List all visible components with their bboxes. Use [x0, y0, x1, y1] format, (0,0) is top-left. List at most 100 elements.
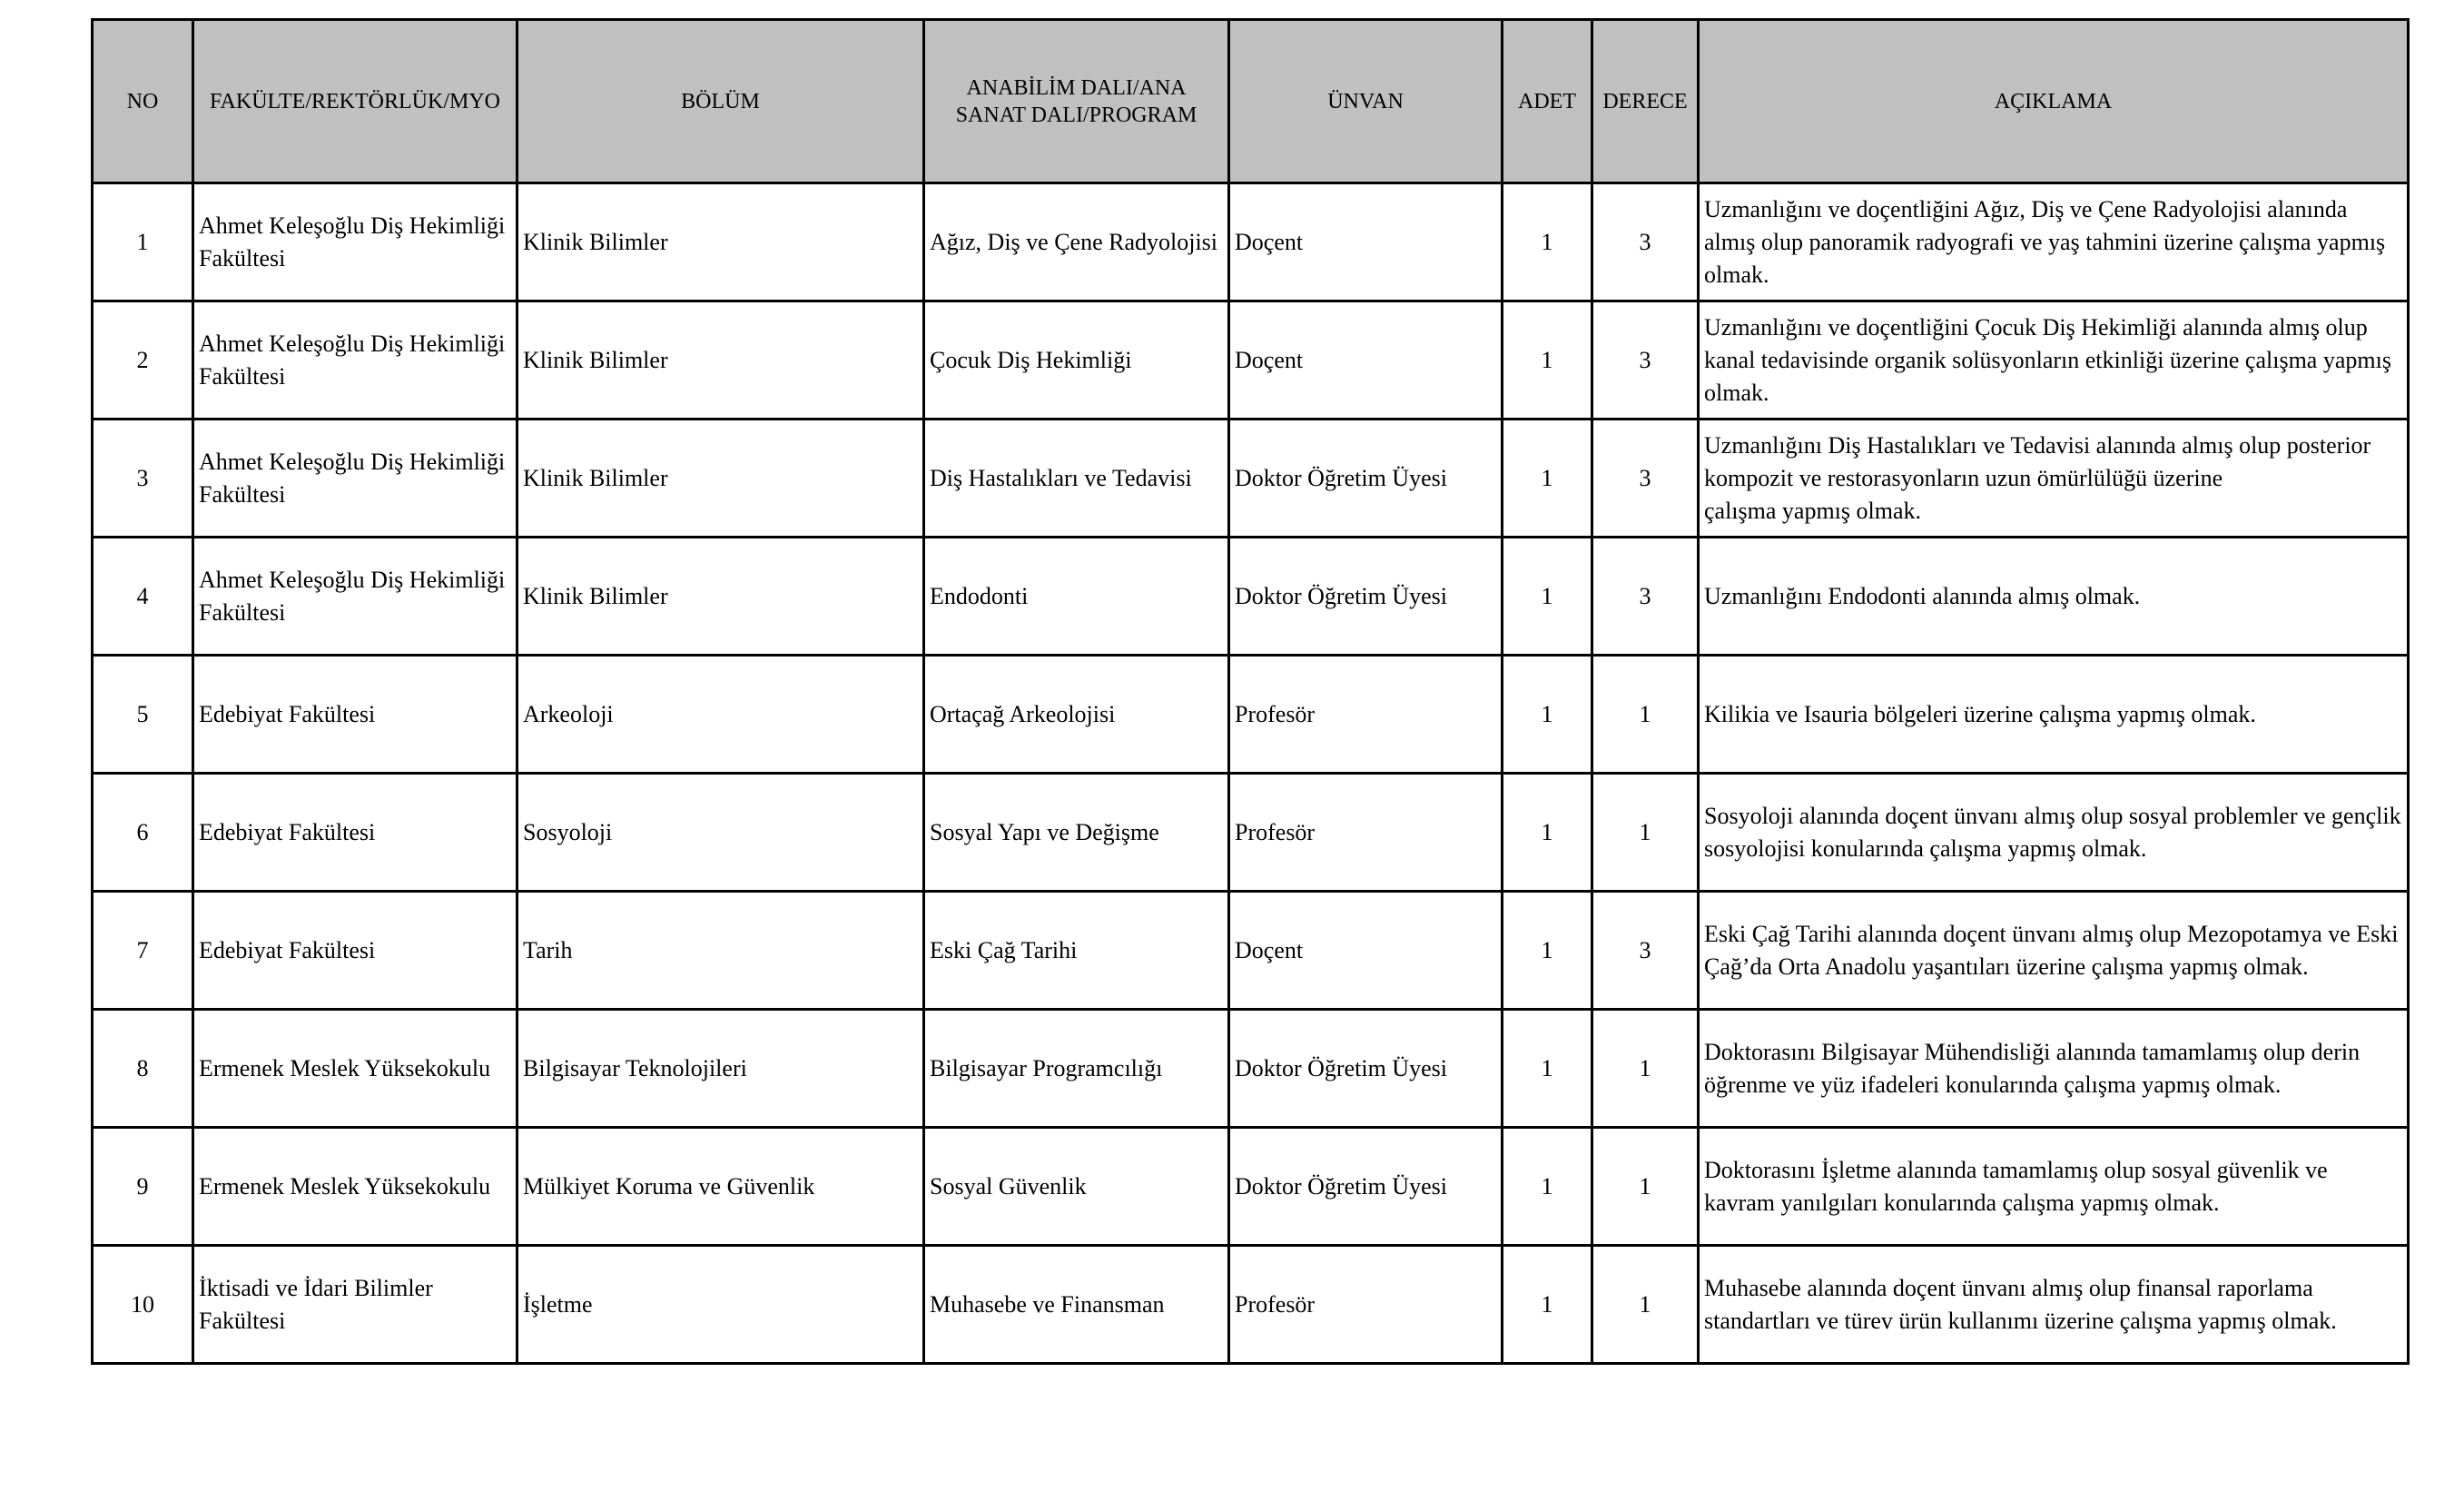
cell-faculty: İktisadi ve İdari Bilimler Fakültesi [192, 1244, 518, 1365]
cell-program: Ağız, Diş ve Çene Radyolojisi [922, 182, 1230, 302]
cell-program: Muhasebe ve Finansman [922, 1244, 1230, 1365]
table-row: 4 Ahmet Keleşoğlu Diş Hekimliği Fakültesi… [91, 536, 2410, 657]
cell-program: Çocuk Diş Hekimliği [922, 300, 1230, 420]
header-program: ANABİLİM DALI/ANA SANAT DALI/PROGRAM [922, 18, 1230, 184]
cell-no: 1 [91, 182, 194, 302]
cell-faculty: Edebiyat Fakültesi [192, 890, 518, 1011]
table-row: 5 Edebiyat Fakültesi Arkeoloji Ortaçağ Arke… [91, 654, 2410, 775]
cell-faculty: Ahmet Keleşoğlu Diş Hekimliği Fakültesi [192, 182, 518, 302]
cell-department: Sosyoloji [516, 772, 925, 893]
cell-department: Tarih [516, 890, 925, 1011]
table-row: 7 Edebiyat Fakültesi Tarih Eski Çağ Tarihi D… [91, 890, 2410, 1011]
cell-description: Uzmanlığını Diş Hastalıkları ve Tedavisi… [1697, 418, 2410, 538]
cell-count: 1 [1501, 1126, 1593, 1247]
cell-no: 6 [91, 772, 194, 893]
cell-department: Klinik Bilimler [516, 418, 925, 538]
table-row: 6 Edebiyat Fakültesi Sosyoloji Sosyal Yapı … [91, 772, 2410, 893]
cell-degree: 3 [1591, 536, 1700, 657]
table-row: 3 Ahmet Keleşoğlu Diş Hekimliği Fakültesi… [91, 418, 2410, 538]
cell-no: 4 [91, 536, 194, 657]
cell-title: Doktor Öğretim Üyesi [1227, 536, 1503, 657]
cell-description: Sosyoloji alanında doçent ünvanı almış o… [1697, 772, 2410, 893]
cell-department: Klinik Bilimler [516, 300, 925, 420]
cell-no: 8 [91, 1008, 194, 1129]
cell-title: Profesör [1227, 1244, 1503, 1365]
cell-degree: 1 [1591, 1126, 1700, 1247]
cell-degree: 3 [1591, 300, 1700, 420]
cell-no: 7 [91, 890, 194, 1011]
cell-title: Profesör [1227, 654, 1503, 775]
cell-degree: 1 [1591, 772, 1700, 893]
cell-faculty: Edebiyat Fakültesi [192, 772, 518, 893]
cell-program: Sosyal Yapı ve Değişme [922, 772, 1230, 893]
cell-title: Doçent [1227, 300, 1503, 420]
table-row: 2 Ahmet Keleşoğlu Diş Hekimliği Fakültesi… [91, 300, 2410, 420]
cell-count: 1 [1501, 536, 1593, 657]
cell-count: 1 [1501, 1244, 1593, 1365]
cell-description: Doktorasını Bilgisayar Mühendisliği alan… [1697, 1008, 2410, 1129]
cell-no: 2 [91, 300, 194, 420]
cell-no: 3 [91, 418, 194, 538]
cell-program: Endodonti [922, 536, 1230, 657]
header-title: ÜNVAN [1227, 18, 1503, 184]
cell-count: 1 [1501, 654, 1593, 775]
cell-faculty: Ermenek Meslek Yüksekokulu [192, 1008, 518, 1129]
cell-department: Bilgisayar Teknolojileri [516, 1008, 925, 1129]
cell-department: Klinik Bilimler [516, 182, 925, 302]
cell-degree: 1 [1591, 654, 1700, 775]
cell-faculty: Ahmet Keleşoğlu Diş Hekimliği Fakültesi [192, 536, 518, 657]
header-count: ADET [1501, 18, 1593, 184]
header-degree: DERECE [1591, 18, 1700, 184]
cell-department: Klinik Bilimler [516, 536, 925, 657]
positions-table: NO FAKÜLTE/REKTÖRLÜK/MYO BÖLÜM ANABİLİM … [91, 18, 2410, 1365]
cell-count: 1 [1501, 890, 1593, 1011]
header-faculty: FAKÜLTE/REKTÖRLÜK/MYO [192, 18, 518, 184]
cell-description: Doktorasını İşletme alanında tamamlamış … [1697, 1126, 2410, 1247]
cell-no: 9 [91, 1126, 194, 1247]
cell-department: İşletme [516, 1244, 925, 1365]
cell-program: Bilgisayar Programcılığı [922, 1008, 1230, 1129]
cell-program: Diş Hastalıkları ve Tedavisi [922, 418, 1230, 538]
cell-description: Eski Çağ Tarihi alanında doçent ünvanı a… [1697, 890, 2410, 1011]
table-row: 8 Ermenek Meslek Yüksekokulu Bilgisayar Te… [91, 1008, 2410, 1129]
table-row: 1 Ahmet Keleşoğlu Diş Hekimliği Fakültesi… [91, 182, 2410, 302]
cell-description: Uzmanlığını Endodonti alanında almış olm… [1697, 536, 2410, 657]
cell-title: Doçent [1227, 182, 1503, 302]
cell-description: Uzmanlığını ve doçentliğini Çocuk Diş He… [1697, 300, 2410, 420]
header-no: NO [91, 18, 194, 184]
cell-count: 1 [1501, 182, 1593, 302]
cell-program: Ortaçağ Arkeolojisi [922, 654, 1230, 775]
cell-description: Uzmanlığını ve doçentliğini Ağız, Diş ve… [1697, 182, 2410, 302]
cell-no: 10 [91, 1244, 194, 1365]
cell-degree: 1 [1591, 1008, 1700, 1129]
cell-degree: 3 [1591, 418, 1700, 538]
cell-title: Doktor Öğretim Üyesi [1227, 418, 1503, 538]
cell-faculty: Ahmet Keleşoğlu Diş Hekimliği Fakültesi [192, 418, 518, 538]
cell-degree: 3 [1591, 890, 1700, 1011]
cell-degree: 3 [1591, 182, 1700, 302]
cell-title: Doçent [1227, 890, 1503, 1011]
table-row: 10 İktisadi ve İdari Bilimler Fakültesi İş… [91, 1244, 2410, 1365]
cell-department: Arkeoloji [516, 654, 925, 775]
header-department: BÖLÜM [516, 18, 925, 184]
header-row: NO FAKÜLTE/REKTÖRLÜK/MYO BÖLÜM ANABİLİM … [91, 18, 2410, 184]
cell-degree: 1 [1591, 1244, 1700, 1365]
cell-department: Mülkiyet Koruma ve Güvenlik [516, 1126, 925, 1247]
cell-title: Doktor Öğretim Üyesi [1227, 1008, 1503, 1129]
cell-count: 1 [1501, 300, 1593, 420]
cell-faculty: Ermenek Meslek Yüksekokulu [192, 1126, 518, 1247]
cell-count: 1 [1501, 1008, 1593, 1129]
cell-description: Kilikia ve Isauria bölgeleri üzerine çal… [1697, 654, 2410, 775]
header-description: AÇIKLAMA [1697, 18, 2410, 184]
table-row: 9 Ermenek Meslek Yüksekokulu Mülkiyet Koru… [91, 1126, 2410, 1247]
cell-faculty: Edebiyat Fakültesi [192, 654, 518, 775]
cell-count: 1 [1501, 772, 1593, 893]
cell-title: Profesör [1227, 772, 1503, 893]
cell-faculty: Ahmet Keleşoğlu Diş Hekimliği Fakültesi [192, 300, 518, 420]
cell-count: 1 [1501, 418, 1593, 538]
cell-title: Doktor Öğretim Üyesi [1227, 1126, 1503, 1247]
cell-no: 5 [91, 654, 194, 775]
cell-description: Muhasebe alanında doçent ünvanı almış ol… [1697, 1244, 2410, 1365]
cell-program: Sosyal Güvenlik [922, 1126, 1230, 1247]
cell-program: Eski Çağ Tarihi [922, 890, 1230, 1011]
